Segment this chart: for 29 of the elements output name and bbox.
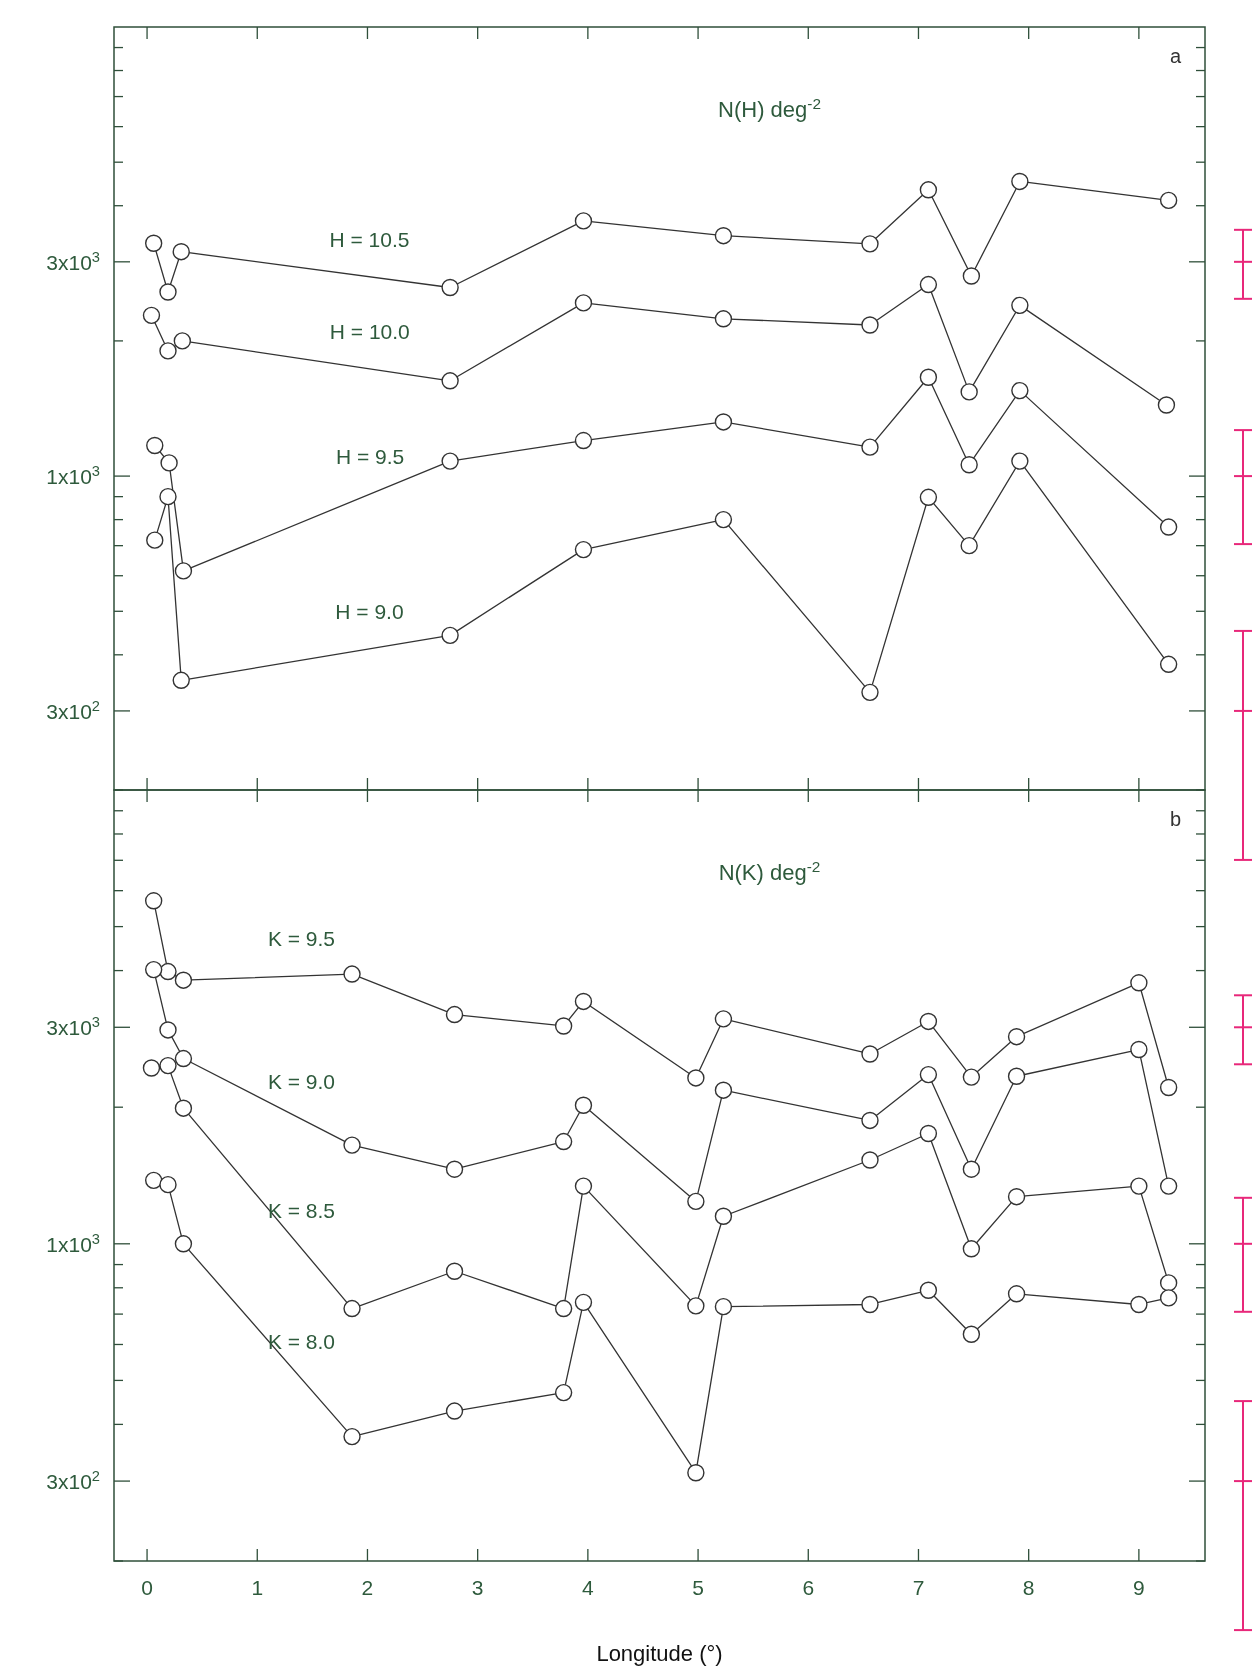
- series-label: K = 9.5: [267, 926, 336, 950]
- x-tick-label: 4: [582, 1576, 595, 1599]
- x-tick-label: 8: [1022, 1576, 1035, 1599]
- y-tick-label: 1x10$^{3}$: [46, 1230, 100, 1256]
- series-label: H = 9.0: [335, 599, 404, 623]
- y-tick-label: 3x10$^{2}$: [46, 1468, 100, 1494]
- y-tick-label: 3x10$^{3}$: [46, 248, 100, 274]
- y-tick-label: 1x10$^{3}$: [46, 463, 100, 489]
- x-tick-label: 2: [361, 1576, 374, 1599]
- series-label: K = 9.0: [267, 1070, 336, 1094]
- text: N(K) deg$^{-2}$: [718, 857, 821, 885]
- x-tick-label: 7: [912, 1576, 925, 1599]
- x-tick-label: 5: [692, 1576, 704, 1599]
- x-tick-label: 1: [251, 1576, 264, 1599]
- text: N(H) deg$^{-2}$: [718, 94, 821, 122]
- x-tick-label: 0: [141, 1576, 153, 1599]
- series-label: H = 10.0: [329, 319, 410, 343]
- annotation: a: [1169, 45, 1182, 67]
- x-axis-title: Longitude (°): [596, 1641, 723, 1666]
- series-label: H = 10.5: [329, 227, 410, 251]
- annotation: b: [1169, 808, 1181, 830]
- x-tick-label: 9: [1133, 1576, 1145, 1599]
- y-tick-label: 3x10$^{2}$: [46, 697, 100, 723]
- series-label: K = 8.0: [267, 1329, 336, 1353]
- x-tick-label: 6: [802, 1576, 815, 1599]
- x-tick-label: 3: [471, 1576, 484, 1599]
- y-tick-label: 3x10$^{3}$: [46, 1014, 100, 1040]
- series-label: H = 9.5: [335, 445, 405, 469]
- series-label: K = 8.5: [267, 1199, 336, 1223]
